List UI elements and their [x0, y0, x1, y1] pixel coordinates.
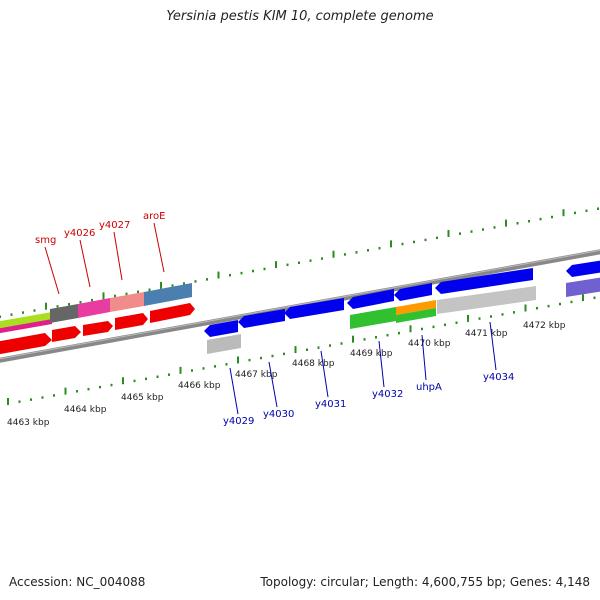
feature-y4026-magenta[interactable] [78, 298, 110, 318]
cds-reverse-4[interactable] [115, 313, 148, 330]
ruler-label: 4466 kbp [178, 381, 221, 391]
cds-forward-edge[interactable] [566, 259, 600, 277]
feature-smg-gray[interactable] [50, 304, 78, 323]
gene-labels-bottom: y4029 y4030 y4031 y4032 uhpA y4034 [223, 321, 514, 427]
feature-green-uhpA[interactable] [396, 308, 436, 323]
gene-leader-line [153, 222, 165, 273]
reverse-strand-track [0, 303, 195, 355]
inner-tick-ruler [7, 294, 596, 405]
ruler-label: 4465 kbp [121, 393, 164, 403]
feature-magenta-strip[interactable] [0, 319, 52, 334]
feature-orange-uhpA[interactable] [396, 300, 436, 315]
gene-leader-line [378, 340, 385, 388]
cds-forward-uhpA[interactable] [394, 283, 432, 301]
gene-leader-line [489, 321, 497, 371]
cds-forward-y4031[interactable] [284, 298, 344, 319]
feature-green-y4032[interactable] [350, 307, 396, 329]
ruler-label: 4468 kbp [292, 359, 335, 369]
outer-tick-ruler [0, 207, 599, 318]
cds-forward-y4030[interactable] [238, 309, 285, 328]
gene-leader-line [229, 367, 239, 415]
gene-label[interactable]: y4031 [315, 399, 346, 410]
gene-leader-line [268, 361, 278, 408]
ruler-label: 4467 kbp [235, 370, 278, 380]
cds-reverse-1[interactable] [0, 333, 52, 355]
gene-label[interactable]: y4030 [263, 409, 294, 420]
feature-track-lower [207, 276, 600, 354]
ruler-label: 4470 kbp [408, 339, 451, 349]
gene-label[interactable]: y4026 [64, 228, 95, 239]
feature-gray-y4034[interactable] [437, 286, 536, 314]
cds-reverse-5[interactable] [150, 303, 195, 323]
feature-lime[interactable] [0, 312, 52, 329]
gene-leader-line [79, 239, 91, 288]
gene-leader-line [44, 246, 60, 295]
gene-label[interactable]: uhpA [416, 382, 442, 393]
gene-label[interactable]: y4034 [483, 372, 514, 383]
feature-purple-edge[interactable] [566, 276, 600, 297]
gene-label[interactable]: y4029 [223, 416, 254, 427]
ruler-label: 4464 kbp [64, 405, 107, 415]
gene-label[interactable]: y4032 [372, 389, 403, 400]
accession-text: Accession: NC_004088 [9, 575, 146, 589]
feature-gray-y4029[interactable] [207, 334, 241, 354]
ruler-label: 4471 kbp [465, 329, 508, 339]
genome-backbone-highlight [0, 249, 600, 360]
gene-label[interactable]: smg [35, 235, 56, 246]
cds-reverse-2[interactable] [52, 326, 81, 342]
ruler-label: 4469 kbp [350, 349, 393, 359]
feature-track-upper [0, 283, 192, 334]
ruler-labels: 4463 kbp 4464 kbp 4465 kbp 4466 kbp 4467 kbp… [7, 321, 566, 428]
cds-forward-y4029[interactable] [204, 320, 238, 337]
gene-leader-line [421, 334, 427, 381]
cds-forward-y4034[interactable] [435, 268, 533, 294]
feature-y4027-salmon[interactable] [110, 292, 144, 312]
gene-label[interactable]: aroE [143, 211, 165, 222]
gene-leader-line [113, 231, 123, 281]
gene-labels-top: smg y4026 y4027 aroE [35, 211, 165, 295]
ruler-label: 4472 kbp [523, 321, 566, 331]
forward-strand-track [204, 259, 600, 337]
gene-label[interactable]: y4027 [99, 220, 130, 231]
gene-leader-line [320, 350, 329, 398]
genome-summary-text: Topology: circular; Length: 4,600,755 bp… [260, 575, 590, 589]
cds-forward-y4032[interactable] [347, 289, 394, 309]
ruler-label: 4463 kbp [7, 418, 50, 428]
cds-reverse-3[interactable] [83, 321, 113, 336]
map-title: Yersinia pestis KIM 10, complete genome [166, 9, 434, 24]
feature-aroE-steelblue[interactable] [144, 283, 192, 306]
